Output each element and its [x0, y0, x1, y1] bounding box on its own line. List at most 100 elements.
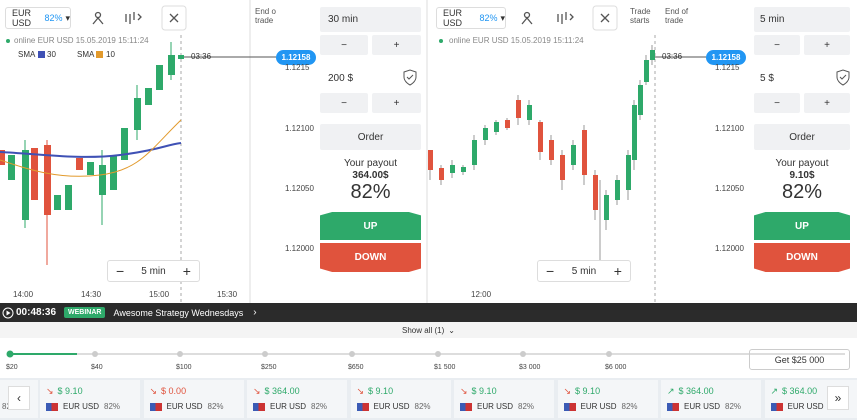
minus-button[interactable]: − [754, 93, 800, 113]
trade-symbol: EUR USD [684, 402, 721, 411]
marker-label: End o [255, 7, 276, 16]
close-button[interactable] [592, 5, 618, 31]
level-label: $20 [6, 364, 18, 371]
level-label: $1 500 [434, 364, 456, 371]
price-tick: 1.12000 [715, 244, 744, 253]
status: online EUR USD 15.05.2019 15:11:24 [449, 36, 584, 45]
trade-card[interactable]: ↘ $ 9.10 EUR USD 82% [40, 380, 140, 418]
level-label: $250 [261, 364, 277, 371]
trade-amount: $ 9.10 [57, 386, 83, 396]
show-all: Show all (1) [402, 325, 445, 335]
level-dot [606, 351, 612, 357]
level-dot [349, 351, 355, 357]
minus-button[interactable]: − [320, 35, 368, 55]
trade-arrow: ↘ [149, 386, 158, 396]
trade-symbol-row: EUR USD 82% [667, 402, 741, 411]
trade-percent: 82% [311, 402, 328, 411]
shield-icon [403, 69, 417, 86]
trade-card[interactable]: ↘ $ 364.00 EUR USD 82% [247, 380, 347, 418]
level-dot [177, 351, 183, 357]
symbol: EUR USD [12, 8, 32, 28]
indicator-period: 10 [106, 50, 115, 59]
zoom-minus[interactable]: − [546, 263, 555, 279]
time-tick: 15:30 [217, 290, 238, 299]
flag-icon [149, 402, 162, 411]
zoom-control: − 5 min + [537, 260, 631, 282]
level-dot [520, 351, 526, 357]
plus-button[interactable]: + [804, 35, 850, 55]
duration-field[interactable]: 30 min [320, 7, 421, 32]
trade-amount: $ 364.00 [782, 386, 818, 396]
timer: 03:36 [662, 52, 683, 61]
level-label: $650 [348, 364, 364, 371]
amount-field[interactable]: 200 $ [320, 66, 421, 91]
time-tick: 14:00 [13, 290, 34, 299]
chart-graphics [0, 0, 850, 303]
trade-amount-row: ↘ $ 9.10 [46, 386, 83, 397]
trade-card[interactable]: ↗$ 364.00 EUR USD 82% [661, 380, 761, 418]
trade-amount-row: ↘ $ 9.10 [460, 386, 497, 397]
minus-button[interactable]: − [754, 35, 800, 55]
trade-symbol: EUR USD [373, 402, 410, 411]
trade-arrow: ↗ [770, 386, 779, 396]
trade-symbol-row: EUR USD 82% [563, 402, 638, 411]
sma-swatch [96, 51, 103, 58]
trade-arrow: ↘ [563, 386, 572, 396]
trade-arrow: ↗ [667, 386, 675, 396]
close-button[interactable] [161, 5, 187, 31]
up-button[interactable]: UP [320, 212, 421, 240]
order-button[interactable]: Order [320, 124, 421, 150]
webinar-bar[interactable]: 00:48:36 WEBINAR Awesome Strategy Wednes… [0, 303, 857, 322]
zoom-minus[interactable]: − [116, 263, 125, 279]
level-dot [92, 351, 98, 357]
zoom-plus[interactable]: + [182, 263, 191, 279]
nav-button[interactable]: » [827, 386, 849, 410]
amount-field[interactable]: 5 $ [754, 66, 850, 91]
levels-button[interactable]: Get $25 000 [749, 349, 850, 370]
level-dot [435, 351, 441, 357]
zoom-plus[interactable]: + [613, 263, 622, 279]
trade-card[interactable]: ↘ $ 9.10 EUR USD 82% [454, 380, 554, 418]
online-dot [439, 39, 443, 43]
trade-card[interactable]: ↘ $ 0.00 EUR USD 82% [143, 380, 244, 418]
price-badge: 1.12158 [706, 50, 746, 65]
symbol-select[interactable]: EUR USD 82% ▾ [436, 7, 506, 29]
nav-button[interactable]: ‹ [8, 386, 30, 410]
play-icon [2, 307, 14, 318]
payout-percent: 82% [350, 181, 391, 203]
time-tick: 12:00 [471, 290, 492, 299]
amount: 200 $ [328, 73, 354, 84]
trade-amount: $ 9.10 [575, 386, 601, 396]
payout: 9.10$ [789, 170, 815, 181]
trade-percent: 82% [518, 402, 535, 411]
trade-amount-row: ↘ $ 364.00 [253, 386, 300, 397]
trade-card[interactable]: ↘ $ 9.10 EUR USD 82% [557, 380, 658, 418]
plus-button[interactable]: + [804, 93, 850, 113]
price-tick: 1.12100 [285, 124, 314, 133]
trade-card[interactable]: ↘ $ 9.10 EUR USD 82% [350, 380, 451, 418]
trade-symbol: EUR USD [787, 402, 824, 411]
level-dot [6, 350, 14, 358]
flag-icon [770, 402, 783, 411]
trade-symbol: EUR USD [166, 402, 203, 411]
duration-field[interactable]: 5 min [754, 7, 850, 32]
minus-button[interactable]: − [320, 93, 368, 113]
plus-button[interactable]: + [372, 93, 421, 113]
down-button[interactable]: DOWN [754, 243, 850, 272]
flag-icon [667, 402, 679, 411]
symbol-select[interactable]: EUR USD 82% ▾ [5, 7, 71, 29]
plus-button[interactable]: + [372, 35, 421, 55]
trade-symbol-row: EUR USD 82% [356, 402, 431, 411]
down-button[interactable]: DOWN [320, 243, 421, 272]
payout-label: Your payout [775, 158, 829, 169]
trade-amount-row: ↘ $ 9.10 [564, 386, 601, 397]
up-button[interactable]: UP [754, 212, 850, 240]
price-badge: 1.12158 [276, 50, 316, 65]
shield-icon [836, 69, 850, 86]
order-button[interactable]: Order [754, 124, 850, 150]
flag-icon [460, 402, 472, 411]
show-all-row[interactable]: Show all (1) ⌄ [0, 322, 857, 338]
trade-amount-row: ↘ $ 0.00 [150, 386, 187, 397]
status: online EUR USD 15.05.2019 15:11:24 [14, 36, 149, 45]
